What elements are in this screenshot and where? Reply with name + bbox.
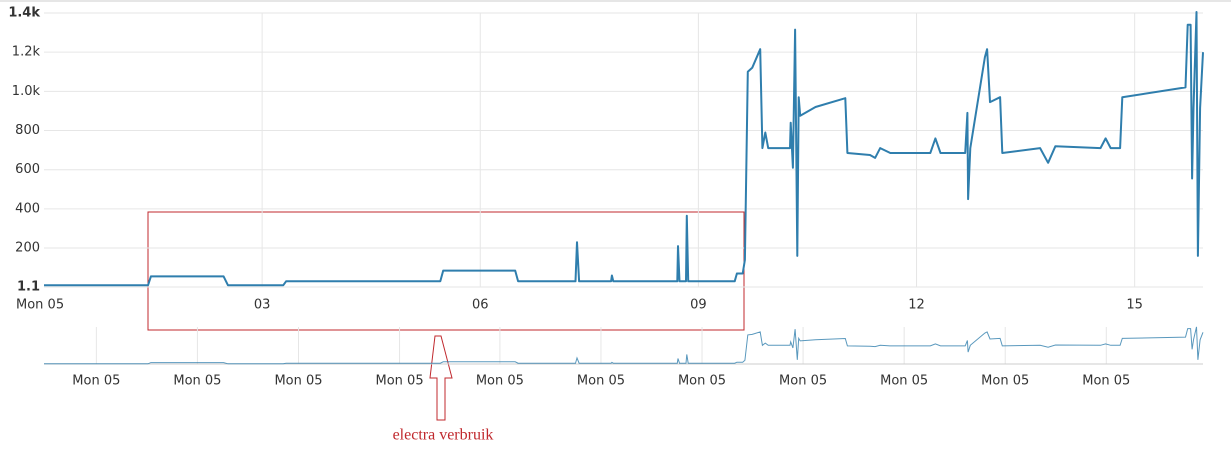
x-tick-label: 06	[472, 298, 489, 313]
navigator-tick-label: Mon 05	[1082, 374, 1130, 389]
x-tick-label: 12	[908, 298, 925, 313]
x-tick-label: 15	[1126, 298, 1143, 313]
y-tick-label: 1.2k	[12, 45, 41, 60]
y-tick-label: 1.4k	[8, 6, 40, 21]
y-tick-label: 600	[15, 162, 40, 177]
data-line	[44, 11, 1204, 287]
navigator-line	[44, 326, 1204, 365]
y-tick-label: 400	[15, 201, 40, 216]
x-tick-label: 09	[690, 298, 707, 313]
annotation-arrow	[429, 335, 453, 421]
navigator-tick-label: Mon 05	[981, 374, 1029, 389]
navigator-tick-label: Mon 05	[577, 374, 625, 389]
navigator-tick-label: Mon 05	[274, 374, 322, 389]
y-tick-label: 1.1	[17, 280, 40, 295]
navigator-tick-label: Mon 05	[880, 374, 928, 389]
navigator-tick-label: Mon 05	[72, 374, 120, 389]
navigator-tick-label: Mon 05	[476, 374, 524, 389]
y-tick-label: 1.0k	[12, 84, 41, 99]
y-tick-label: 800	[15, 123, 40, 138]
y-tick-label: 200	[15, 241, 40, 256]
navigator-tick-label: Mon 05	[678, 374, 726, 389]
navigator-tick-label: Mon 05	[173, 374, 221, 389]
navigator-tick-label: Mon 05	[376, 374, 424, 389]
x-tick-label: 03	[254, 298, 271, 313]
annotation-text: electra verbruik	[393, 427, 494, 444]
navigator-tick-label: Mon 05	[779, 374, 827, 389]
x-tick-label: Mon 05	[16, 298, 64, 313]
